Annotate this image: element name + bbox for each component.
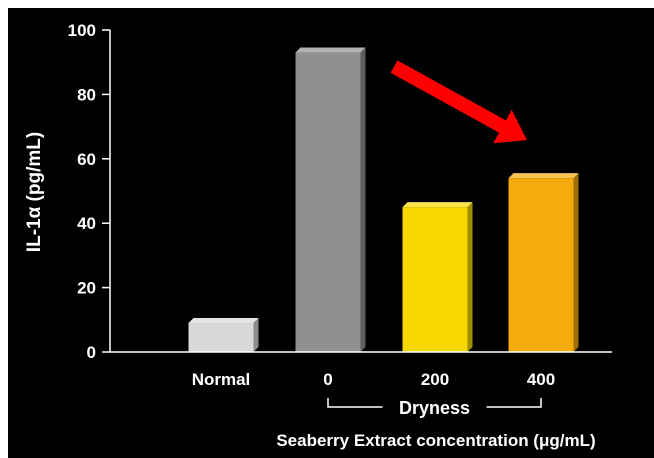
x-category-label: 200	[421, 370, 449, 389]
annotations: Dryness	[327, 60, 542, 418]
y-tick-label: 80	[77, 85, 96, 104]
bars	[188, 47, 579, 352]
y-axis: 0 20 40 60 80 100	[68, 21, 111, 362]
decrease-arrow	[390, 60, 527, 144]
y-tick-label: 0	[87, 343, 96, 362]
group-label: Dryness	[399, 398, 470, 418]
bar-side	[360, 47, 366, 352]
bar-side	[573, 173, 579, 352]
bar-side	[467, 202, 473, 352]
bar-top	[188, 318, 259, 324]
x-axis: Normal 0 200 400	[110, 351, 612, 389]
bar-front	[402, 207, 468, 352]
bar-normal	[188, 318, 259, 352]
y-axis-label: IL-1α (pg/mL)	[24, 132, 45, 252]
x-category-label: 400	[527, 370, 555, 389]
y-tick-label: 100	[68, 21, 96, 40]
bar-top	[402, 202, 473, 208]
bar-side	[253, 318, 259, 352]
y-tick-label: 40	[77, 214, 96, 233]
bar-front	[295, 52, 361, 352]
bar-front	[508, 178, 574, 352]
bar-top	[295, 47, 366, 53]
bar-200	[402, 202, 473, 352]
bar-front	[188, 323, 254, 352]
x-category-label: Normal	[192, 370, 251, 389]
bar-400	[508, 173, 579, 352]
y-tick-label: 60	[77, 150, 96, 169]
bar-top	[508, 173, 579, 179]
x-axis-label: Seaberry Extract concentration (μg/mL)	[276, 431, 595, 450]
bar-0	[295, 47, 366, 352]
x-category-label: 0	[323, 370, 332, 389]
y-tick-label: 20	[77, 279, 96, 298]
group-bracket	[327, 398, 542, 408]
